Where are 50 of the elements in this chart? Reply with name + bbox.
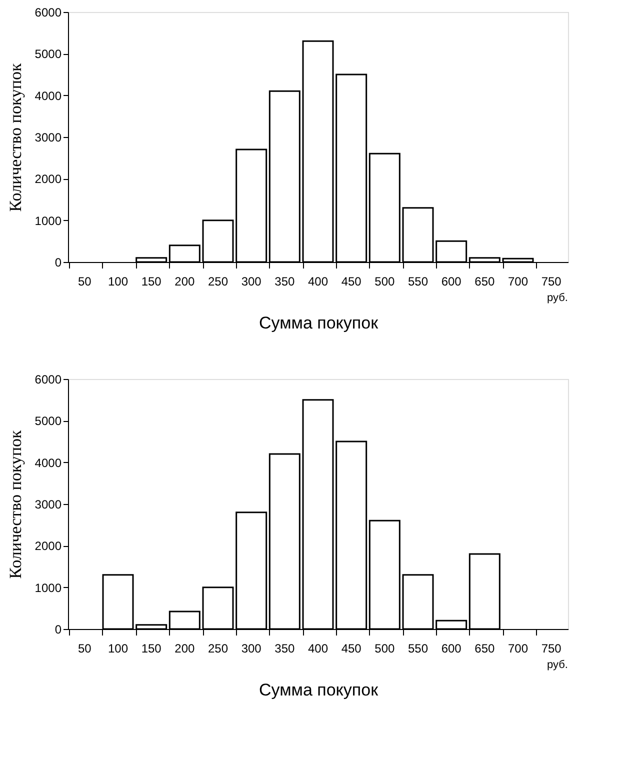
x-tick-label: 150 bbox=[141, 642, 162, 656]
y-tick-label: 2000 bbox=[34, 172, 62, 186]
y-axis-title: Количество покупок bbox=[6, 62, 25, 212]
x-tick-label: 500 bbox=[374, 274, 395, 288]
x-tick-label: 700 bbox=[508, 642, 528, 656]
x-tick-label: 600 bbox=[441, 642, 462, 656]
x-tick-label: 150 bbox=[141, 274, 162, 288]
x-tick-label: 650 bbox=[474, 274, 495, 288]
x-axis-title: Сумма покупок bbox=[258, 680, 379, 700]
x-tick-label: 350 bbox=[274, 274, 295, 288]
x-tick-label: 450 bbox=[341, 642, 362, 656]
x-tick-label: 50 bbox=[78, 642, 92, 656]
x-tick-label: 300 bbox=[241, 642, 262, 656]
text: руб. bbox=[547, 659, 568, 671]
x-tick-label: 400 bbox=[308, 274, 328, 288]
x-tick-label: 200 bbox=[174, 274, 195, 288]
y-tick-label: 3000 bbox=[34, 130, 62, 144]
y-tick-label: 6000 bbox=[34, 372, 62, 386]
x-tick-label: 500 bbox=[374, 642, 395, 656]
y-tick-label: 4000 bbox=[34, 456, 62, 470]
x-tick-label: 750 bbox=[541, 274, 562, 288]
x-tick-label: 750 bbox=[541, 642, 562, 656]
y-tick-label: 5000 bbox=[34, 47, 62, 62]
x-tick-label: 700 bbox=[508, 274, 528, 288]
y-tick-label: 0 bbox=[54, 256, 62, 270]
y-tick-label: 2000 bbox=[34, 539, 62, 554]
y-tick-label: 1000 bbox=[34, 580, 62, 595]
x-axis-title: Сумма покупок bbox=[258, 314, 379, 332]
x-tick-label: 200 bbox=[174, 642, 195, 656]
x-tick-label: 650 bbox=[474, 642, 495, 656]
x-tick-label: 100 bbox=[108, 274, 128, 288]
x-tick-label: 600 bbox=[441, 274, 462, 288]
x-tick-label: 550 bbox=[408, 642, 428, 656]
y-tick-label: 4000 bbox=[34, 88, 62, 103]
x-tick-label: 50 bbox=[78, 274, 92, 288]
x-tick-label: 300 bbox=[241, 274, 262, 288]
x-tick-label: 450 bbox=[341, 274, 362, 288]
x-tick-label: 250 bbox=[208, 274, 228, 288]
x-tick-label: 250 bbox=[208, 642, 228, 656]
x-tick-label: 550 bbox=[408, 274, 428, 288]
text: руб. bbox=[547, 292, 568, 304]
x-tick-label: 100 bbox=[108, 642, 128, 656]
y-tick-label: 5000 bbox=[34, 414, 62, 428]
x-tick-label: 350 bbox=[274, 642, 295, 656]
y-tick-label: 0 bbox=[54, 622, 62, 636]
y-tick-label: 3000 bbox=[34, 498, 62, 512]
x-tick-label: 400 bbox=[308, 642, 328, 656]
y-tick-label: 6000 bbox=[34, 6, 62, 20]
y-tick-label: 1000 bbox=[34, 214, 62, 228]
y-axis-title: Количество покупок bbox=[6, 430, 25, 579]
